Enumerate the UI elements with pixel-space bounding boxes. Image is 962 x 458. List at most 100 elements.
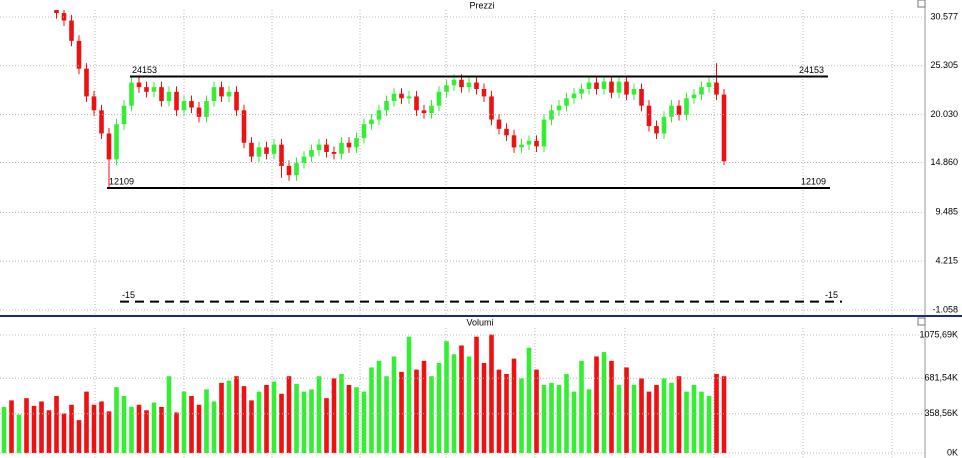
volume-bar: [181, 391, 187, 454]
volume-bar: [324, 398, 329, 454]
candle-body: [84, 68, 89, 97]
volume-bar: [504, 374, 509, 454]
volume-bar: [601, 352, 607, 454]
volume-bar: [219, 382, 224, 454]
candle-body: [301, 156, 307, 164]
volume-bar: [211, 401, 217, 454]
volume-bar: [571, 391, 577, 454]
volume-bar: [301, 391, 307, 454]
volume-bar: [541, 385, 547, 454]
volume-bar: [256, 391, 262, 454]
volume-bar: [331, 378, 337, 454]
volume-bar: [106, 411, 112, 454]
candle-body: [369, 119, 374, 125]
candle-body: [264, 147, 269, 154]
volume-bar: [286, 376, 292, 454]
candle-body: [286, 165, 292, 176]
candle-body: [241, 110, 247, 143]
candle-body: [361, 124, 367, 139]
price-plot: [54, 10, 727, 189]
volume-bar: [129, 406, 134, 454]
candle-body: [331, 151, 337, 154]
volume-bar: [391, 356, 397, 454]
candle-body: [721, 94, 727, 162]
level-label: -15: [825, 290, 838, 300]
panel-button[interactable]: [917, 0, 926, 8]
volume-bar: [369, 367, 374, 454]
volume-bar: [346, 385, 352, 454]
price-panel-title: Prezzi: [469, 0, 494, 10]
volume-bar: [511, 358, 517, 454]
candle-body: [624, 81, 629, 95]
candle-body: [459, 79, 464, 88]
candle-body: [429, 105, 434, 114]
candle-body: [541, 119, 547, 147]
candle-body: [609, 81, 614, 93]
volume-bar: [706, 395, 712, 454]
candle-body: [144, 87, 149, 92]
volume-bar: [189, 395, 194, 454]
volume-bar: [174, 412, 179, 454]
volume-plot: [1, 334, 727, 454]
candle-body: [474, 82, 479, 90]
candle-body: [549, 110, 554, 120]
volume-bar: [204, 389, 209, 454]
volume-bar: [609, 360, 614, 454]
volume-bar: [91, 404, 97, 454]
volume-bar: [16, 414, 22, 454]
y-tick-label: 30.577: [930, 11, 958, 21]
volume-bar: [31, 405, 37, 454]
candle-body: [511, 135, 517, 148]
candle-body: [444, 85, 449, 92]
volume-bar: [429, 376, 434, 454]
candle-body: [684, 98, 689, 115]
volume-bar: [84, 391, 89, 454]
candle-body: [226, 91, 232, 97]
candle-body: [399, 93, 404, 99]
candle-body: [646, 105, 652, 127]
volume-bar: [114, 387, 119, 454]
candle-body: [346, 142, 352, 148]
candle-body: [114, 124, 119, 160]
volume-bar: [121, 395, 127, 454]
candle-body: [76, 40, 82, 69]
candle-body: [354, 138, 359, 148]
y-tick-label: 1075,69K: [919, 329, 958, 339]
volume-bar: [684, 391, 689, 454]
candle-body: [639, 89, 644, 106]
candle-body: [211, 87, 217, 102]
candle-body: [219, 87, 224, 97]
candle-body: [489, 96, 494, 120]
candle-body: [556, 105, 562, 111]
y-tick-label: -1.058: [932, 304, 958, 314]
y-tick-label: 25.305: [930, 60, 958, 70]
volume-bar: [549, 382, 554, 454]
axes: 30.577 25.305 20.030 14.860 9.485 4.215 -1.058…: [0, 11, 958, 457]
candle-body: [436, 91, 442, 106]
level-label: 24153: [132, 65, 157, 75]
candle-body: [579, 89, 584, 94]
panel-button[interactable]: [917, 317, 926, 326]
y-tick-label: 14.860: [930, 157, 958, 167]
candle-body: [151, 87, 157, 92]
candle-body: [654, 126, 659, 134]
volume-bar: [271, 381, 277, 454]
candle-body: [136, 82, 142, 88]
candle-body: [129, 82, 134, 106]
volume-bar: [451, 354, 457, 454]
volume-bar: [61, 413, 67, 454]
candle-body: [594, 82, 599, 90]
volume-bar: [646, 391, 652, 454]
candle-body: [691, 94, 697, 99]
volume-bar: [496, 369, 502, 454]
volume-bar: [196, 404, 202, 454]
candle-body: [496, 119, 502, 129]
candle-body: [519, 144, 524, 148]
candle-body: [294, 163, 299, 176]
candle-body: [91, 96, 97, 111]
candle-body: [279, 144, 284, 166]
candle-body: [339, 142, 344, 154]
volume-bar: [721, 376, 727, 454]
candle-body: [204, 101, 209, 117]
volume-bar: [639, 378, 644, 454]
